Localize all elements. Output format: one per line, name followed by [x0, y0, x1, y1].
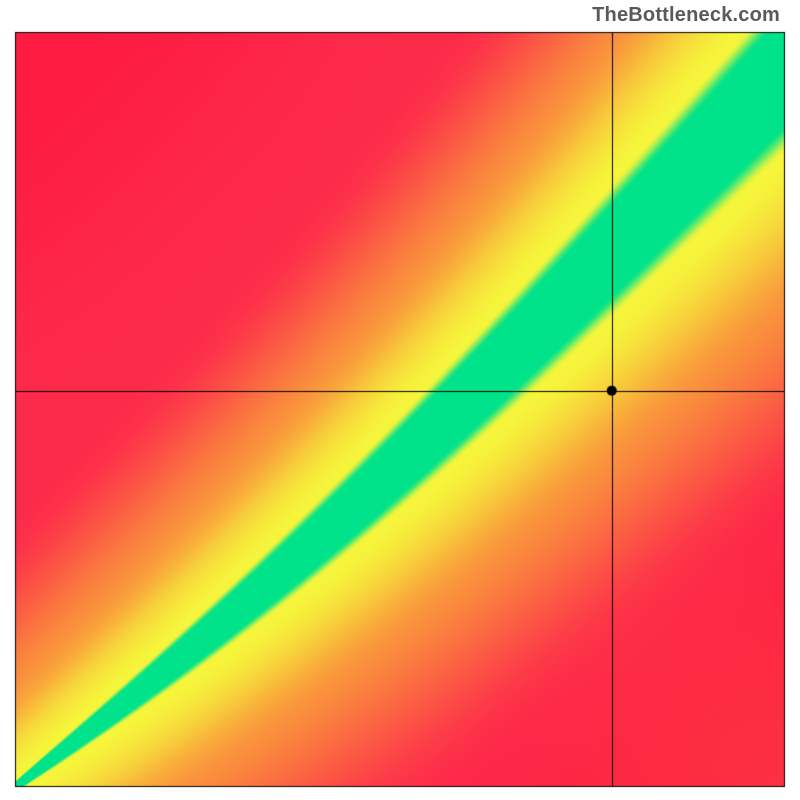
watermark-text: TheBottleneck.com — [592, 4, 780, 27]
chart-container: TheBottleneck.com — [0, 0, 800, 800]
bottleneck-heatmap — [0, 0, 800, 800]
